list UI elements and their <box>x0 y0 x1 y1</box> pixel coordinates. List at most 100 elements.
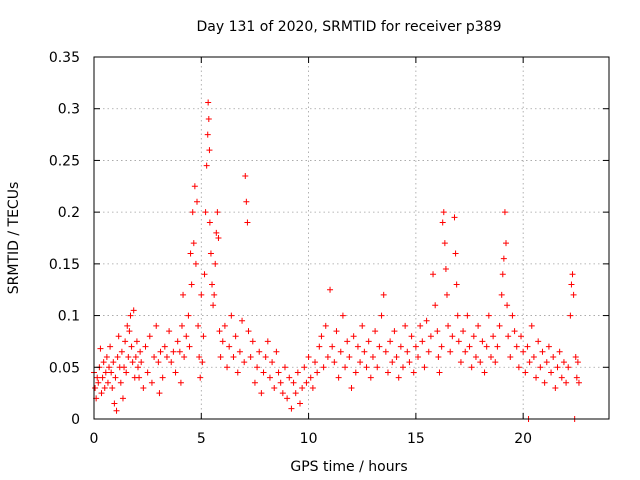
data-point <box>201 271 208 278</box>
data-point <box>192 260 199 267</box>
data-point <box>271 384 278 391</box>
data-point <box>198 291 205 298</box>
data-point <box>410 369 417 376</box>
data-point <box>361 348 368 355</box>
data-point <box>148 379 155 386</box>
data-point <box>550 353 557 360</box>
y-tick-label: 0.35 <box>49 50 80 66</box>
data-point <box>570 291 577 298</box>
data-point <box>197 374 204 381</box>
data-point <box>518 333 525 340</box>
y-tick-label: 0.25 <box>49 153 80 169</box>
data-point <box>191 183 198 190</box>
data-point <box>479 338 486 345</box>
data-point <box>318 333 325 340</box>
axis-ticks <box>93 56 609 420</box>
data-point <box>132 353 139 360</box>
data-point <box>166 328 173 335</box>
data-point <box>128 343 135 350</box>
data-point <box>219 338 226 345</box>
data-point <box>133 338 140 345</box>
data-point <box>314 369 321 376</box>
data-point <box>262 353 269 360</box>
data-point <box>331 359 338 366</box>
data-point <box>228 312 235 319</box>
data-point <box>397 343 404 350</box>
data-point <box>354 343 361 350</box>
data-point <box>348 384 355 391</box>
data-point <box>279 390 286 397</box>
data-point <box>102 369 109 376</box>
data-point <box>504 302 511 309</box>
data-point <box>365 338 372 345</box>
data-point <box>556 348 563 355</box>
data-point <box>449 333 456 340</box>
data-point <box>151 353 158 360</box>
data-point <box>511 328 518 335</box>
data-point <box>153 322 160 329</box>
data-point <box>472 353 479 360</box>
data-point <box>530 353 537 360</box>
data-point <box>200 333 207 340</box>
data-point <box>146 333 153 340</box>
data-point <box>113 407 120 414</box>
data-point <box>509 312 516 319</box>
data-point <box>241 359 248 366</box>
data-point <box>117 379 124 386</box>
data-point <box>312 359 319 366</box>
data-point <box>492 359 499 366</box>
data-point <box>543 359 550 366</box>
data-point <box>190 240 197 247</box>
data-point <box>515 364 522 371</box>
data-point <box>524 343 531 350</box>
data-point <box>568 281 575 288</box>
data-point <box>421 364 428 371</box>
data-point <box>266 374 273 381</box>
data-point <box>475 322 482 329</box>
data-point <box>406 359 413 366</box>
data-point <box>247 353 254 360</box>
data-point <box>101 384 108 391</box>
data-point <box>127 312 134 319</box>
data-point <box>382 348 389 355</box>
data-point <box>249 338 256 345</box>
data-point <box>260 369 267 376</box>
data-point <box>460 328 467 335</box>
data-point <box>207 250 214 257</box>
data-point <box>112 374 119 381</box>
data-point <box>322 322 329 329</box>
data-point <box>213 229 220 236</box>
data-point <box>108 369 115 376</box>
data-point <box>221 322 228 329</box>
data-point <box>189 209 196 216</box>
data-point <box>417 322 424 329</box>
data-point <box>130 307 137 314</box>
data-point <box>447 348 454 355</box>
data-point <box>490 333 497 340</box>
data-point <box>442 266 449 273</box>
data-point <box>115 333 122 340</box>
data-point <box>567 312 574 319</box>
data-point <box>528 322 535 329</box>
data-point <box>363 364 370 371</box>
data-point <box>487 353 494 360</box>
data-point <box>378 312 385 319</box>
data-point <box>134 364 141 371</box>
data-point <box>211 291 218 298</box>
data-point <box>575 379 582 386</box>
y-axis-label: SRMTID / TECUs <box>6 182 22 295</box>
data-point <box>275 369 282 376</box>
data-point <box>180 291 187 298</box>
data-point <box>477 359 484 366</box>
data-point <box>186 343 193 350</box>
data-point <box>565 364 572 371</box>
data-point <box>500 255 507 262</box>
data-point <box>174 338 181 345</box>
data-point <box>161 343 168 350</box>
data-point <box>412 343 419 350</box>
data-point <box>455 338 462 345</box>
data-point <box>195 322 202 329</box>
data-point <box>104 379 111 386</box>
data-point <box>188 281 195 288</box>
data-point <box>294 369 301 376</box>
